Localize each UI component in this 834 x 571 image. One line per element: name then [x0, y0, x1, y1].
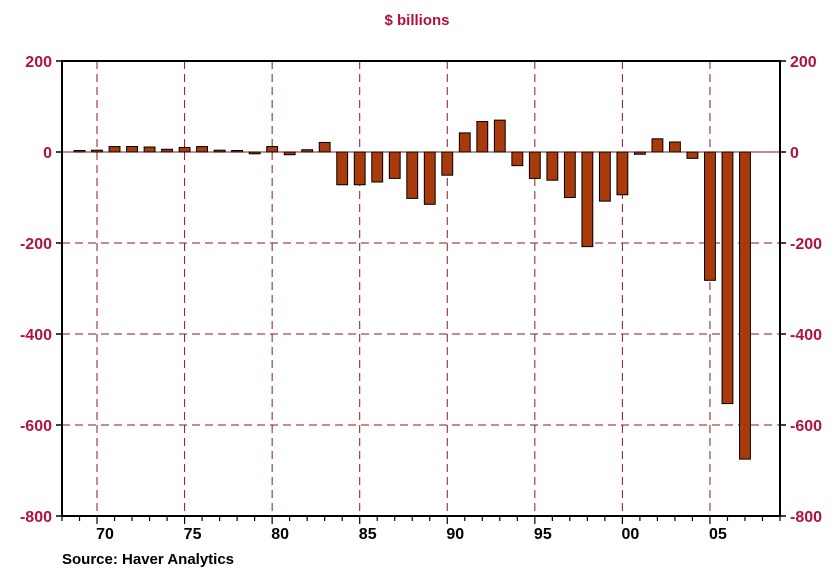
x-tick-label: 90 — [446, 526, 464, 543]
bar — [546, 151, 559, 181]
bar — [266, 146, 279, 153]
plot-frame — [61, 60, 781, 517]
bars — [73, 119, 751, 460]
bar — [336, 151, 349, 186]
y-tick-label-right: 200 — [790, 54, 817, 71]
y-tick-label-right: -400 — [790, 327, 822, 344]
y-tick-label-left: -400 — [20, 327, 52, 344]
bar — [283, 151, 296, 156]
bar — [423, 151, 436, 205]
bar — [651, 138, 664, 153]
bar — [668, 141, 681, 153]
bar — [476, 121, 489, 153]
y-tick-label-right: -800 — [790, 509, 822, 526]
y-axis: 200 200 0 0 -200 -200 -400 -400 -600 -600 -800 -800 — [20, 54, 822, 526]
bar — [721, 151, 734, 405]
bar — [616, 151, 629, 196]
bar — [581, 151, 594, 248]
bar — [353, 151, 366, 186]
bar — [213, 149, 226, 153]
bar — [406, 151, 419, 199]
y-tick-label-left: -200 — [20, 236, 52, 253]
x-tick-label: 05 — [709, 526, 727, 543]
x-tick-label: 00 — [621, 526, 639, 543]
x-axis: 70 75 80 85 90 95 00 05 — [61, 516, 781, 543]
bar — [441, 151, 454, 176]
bar — [371, 151, 384, 183]
bar — [458, 132, 471, 153]
bar — [598, 151, 611, 202]
y-tick-label-right: 0 — [790, 145, 799, 162]
bar — [318, 141, 331, 153]
x-tick-label: 85 — [359, 526, 377, 543]
y-tick-label-right: -600 — [790, 418, 822, 435]
bar — [528, 151, 541, 179]
bar — [511, 151, 524, 167]
bar — [196, 146, 209, 153]
chart-title: $ billions — [384, 12, 449, 29]
bar — [388, 151, 401, 179]
bar — [126, 146, 138, 153]
bar — [161, 148, 174, 153]
y-tick-label-right: -200 — [790, 236, 822, 253]
x-tick-label: 95 — [534, 526, 552, 543]
bar — [231, 150, 244, 153]
y-tick-label-left: 0 — [43, 145, 52, 162]
bar — [178, 146, 191, 153]
y-tick-label-left: -600 — [20, 418, 52, 435]
bar — [686, 151, 699, 159]
y-tick-label-left: 200 — [25, 54, 52, 71]
bar — [704, 151, 716, 281]
y-tick-label-left: -800 — [20, 509, 52, 526]
bar — [108, 146, 121, 153]
bar — [73, 150, 86, 153]
bar — [301, 149, 314, 153]
bar — [739, 151, 751, 460]
source-note: Source: Haver Analytics — [62, 551, 235, 568]
x-tick-label: 80 — [271, 526, 289, 543]
bar — [91, 149, 103, 153]
bar — [143, 146, 156, 153]
x-tick-label: 70 — [96, 526, 114, 543]
bar — [493, 119, 506, 153]
grid — [62, 61, 780, 516]
bar — [248, 151, 261, 155]
bar — [633, 151, 646, 155]
x-tick-label: 75 — [184, 526, 202, 543]
bar — [563, 151, 576, 198]
